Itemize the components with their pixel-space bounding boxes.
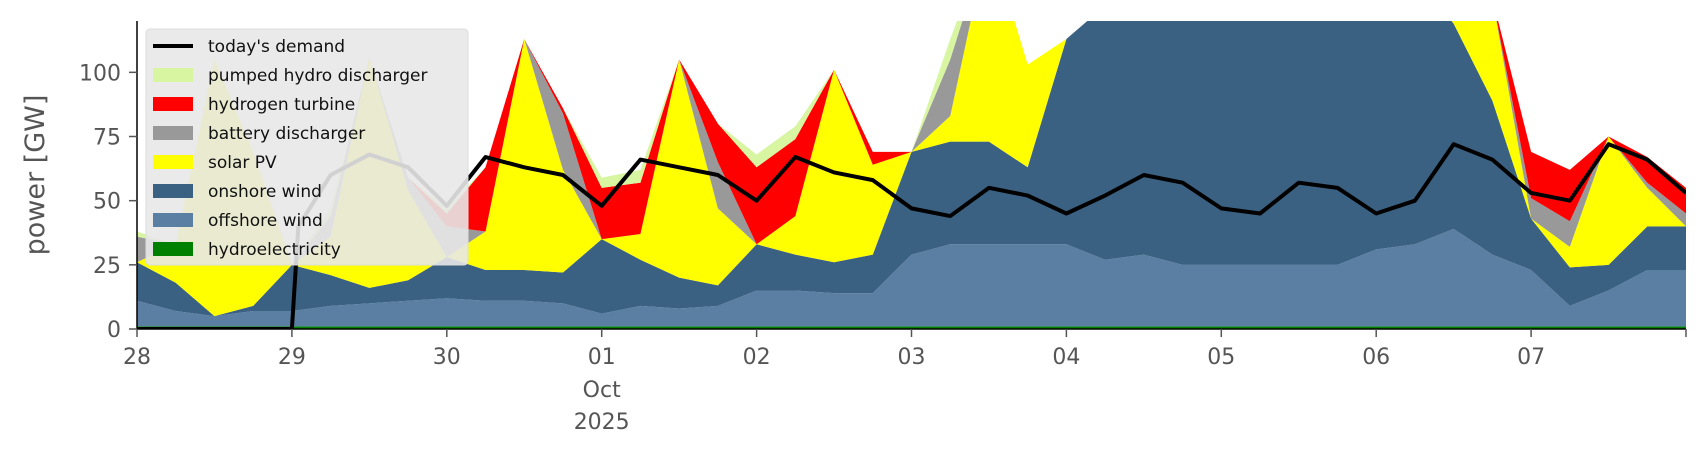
- x-tick-label: 07: [1517, 345, 1545, 370]
- legend-swatch: [153, 242, 193, 256]
- y-tick-label: 75: [93, 126, 121, 151]
- y-axis-label: power [GW]: [20, 95, 51, 256]
- legend-swatch: [153, 68, 193, 82]
- legend-label: offshore wind: [208, 211, 323, 231]
- area-solar-pv: [137, 21, 1686, 317]
- y-tick-label: 100: [79, 61, 121, 86]
- legend-label: onshore wind: [208, 182, 322, 202]
- y-tick-label: 25: [93, 254, 121, 279]
- x-tick-sublabel: 2025: [574, 410, 630, 435]
- legend-swatch: [153, 155, 193, 169]
- x-tick-label: 04: [1052, 345, 1080, 370]
- legend-label: hydrogen turbine: [208, 95, 355, 115]
- legend-box: [145, 28, 469, 266]
- x-tick-label: 28: [123, 345, 151, 370]
- x-tick-label: 30: [433, 345, 461, 370]
- legend-swatch: [153, 213, 193, 227]
- legend-swatch: [153, 126, 193, 140]
- legend-label: today's demand: [208, 37, 345, 57]
- x-tick-label: 01: [588, 345, 616, 370]
- axes: 0 25 50 75 100 28 29 30 01 Oct 2025 02 03 04 05 06 07: [79, 21, 1687, 435]
- x-tick-label: 29: [278, 345, 306, 370]
- x-tick-label: 06: [1362, 345, 1390, 370]
- y-tick-label: 0: [107, 318, 121, 343]
- legend-label: battery discharger: [208, 124, 365, 144]
- x-tick-label: 03: [898, 345, 926, 370]
- legend-label: hydroelectricity: [208, 240, 341, 260]
- area-onshore-wind: [137, 21, 1686, 317]
- legend-label: solar PV: [208, 153, 277, 173]
- x-tick-label: 02: [743, 345, 771, 370]
- legend-swatch: [153, 184, 193, 198]
- y-tick-label: 50: [93, 190, 121, 215]
- legend-label: pumped hydro discharger: [208, 66, 427, 86]
- legend: today's demand pumped hydro discharger hyd…: [145, 28, 469, 266]
- x-tick-sublabel: Oct: [583, 378, 621, 403]
- area-offshore-wind: [137, 228, 1686, 327]
- x-tick-label: 05: [1207, 345, 1235, 370]
- legend-swatch: [153, 97, 193, 111]
